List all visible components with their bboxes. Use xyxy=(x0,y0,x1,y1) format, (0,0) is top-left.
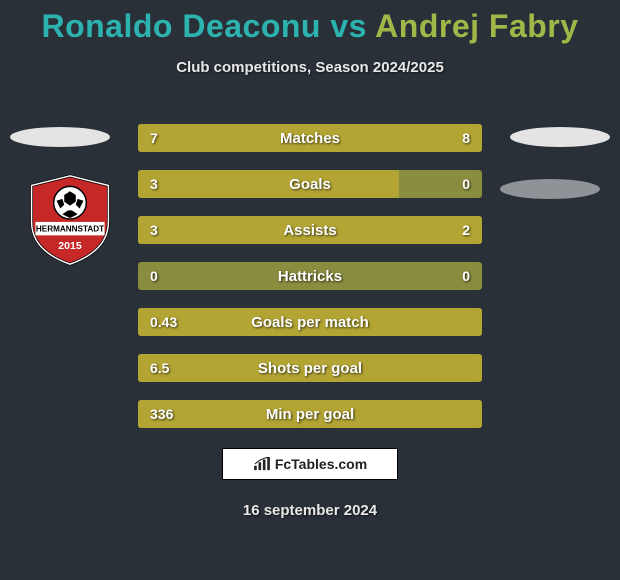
stat-value-left: 0.43 xyxy=(138,308,189,336)
stat-value-left: 336 xyxy=(138,400,185,428)
stat-value-left: 0 xyxy=(138,262,170,290)
stat-value-left: 3 xyxy=(138,216,170,244)
bar-chart-icon xyxy=(253,457,271,471)
player1-name: Ronaldo Deaconu xyxy=(41,8,321,44)
stat-row: Goals3 0 xyxy=(138,170,482,198)
stat-value-left: 3 xyxy=(138,170,170,198)
stat-value-right: 2 xyxy=(450,216,482,244)
stat-value-left: 6.5 xyxy=(138,354,181,382)
stat-label: Matches xyxy=(138,124,482,152)
date-text: 16 september 2024 xyxy=(0,502,620,519)
stat-row: Assists3 2 xyxy=(138,216,482,244)
left-logo-placeholder xyxy=(10,127,110,147)
vs-text: vs xyxy=(321,8,375,44)
stat-value-right: 0 xyxy=(450,262,482,290)
club-year: 2015 xyxy=(58,240,82,252)
fctables-watermark: FcTables.com xyxy=(222,448,398,480)
right-logo-placeholder-2 xyxy=(500,179,600,199)
stat-value-right: 0 xyxy=(450,170,482,198)
stat-row: Matches7 8 xyxy=(138,124,482,152)
club-band-text: HERMANNSTADT xyxy=(36,225,104,234)
stat-label: Shots per goal xyxy=(138,354,482,382)
page-title: Ronaldo Deaconu vs Andrej Fabry xyxy=(0,0,620,45)
stat-row: Goals per match0.43 xyxy=(138,308,482,336)
stat-label: Goals xyxy=(138,170,482,198)
stat-row: Min per goal336 xyxy=(138,400,482,428)
player2-name: Andrej Fabry xyxy=(375,8,578,44)
stat-label: Min per goal xyxy=(138,400,482,428)
stat-value-right: 8 xyxy=(450,124,482,152)
stats-bars: Matches78Goals30Assists32Hattricks00Goal… xyxy=(138,124,482,446)
stat-row: Shots per goal6.5 xyxy=(138,354,482,382)
stat-label: Hattricks xyxy=(138,262,482,290)
subtitle: Club competitions, Season 2024/2025 xyxy=(0,59,620,76)
stat-value-left: 7 xyxy=(138,124,170,152)
stat-label: Goals per match xyxy=(138,308,482,336)
stat-row: Hattricks0 0 xyxy=(138,262,482,290)
stat-label: Assists xyxy=(138,216,482,244)
fctables-label: FcTables.com xyxy=(275,456,367,472)
right-logo-placeholder-1 xyxy=(510,127,610,147)
club-logo: HERMANNSTADT 2015 xyxy=(22,172,118,268)
